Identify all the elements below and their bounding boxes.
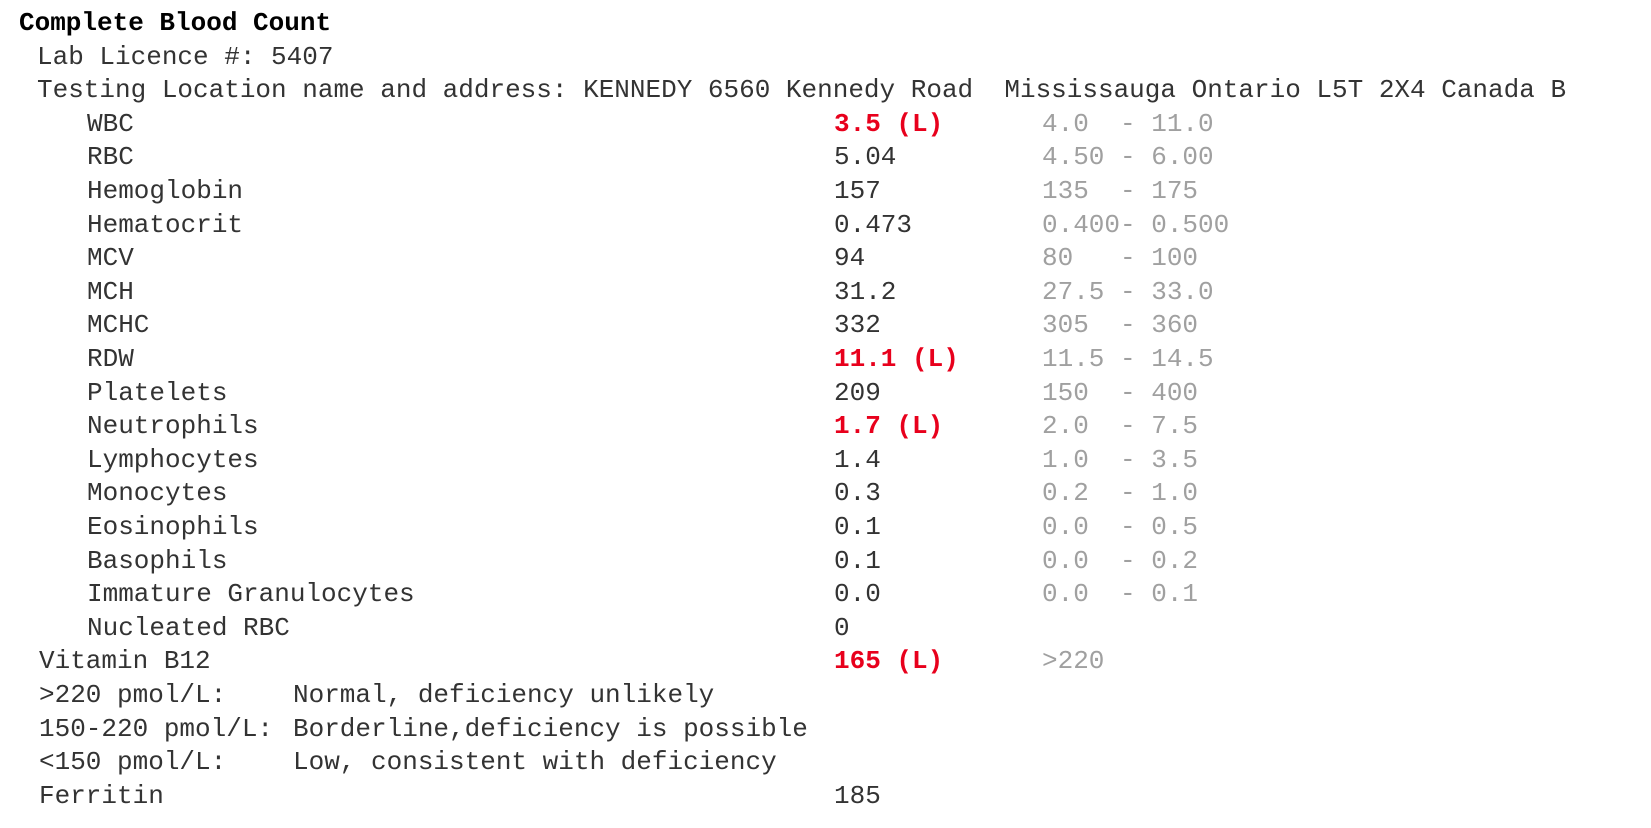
abnormal-flag: (L) — [896, 646, 944, 676]
reference-range: 27.5 - 33.0 — [1042, 277, 1214, 307]
test-value: 0.0 — [834, 579, 881, 609]
test-value: 31.2 — [834, 277, 896, 307]
reference-range: >220 — [1042, 646, 1105, 676]
note-text: Borderline,deficiency is possible — [293, 714, 808, 744]
value: 1.7 — [834, 411, 881, 441]
abnormal-flag: (L) — [896, 109, 944, 139]
testing-location: Testing Location name and address: KENNE… — [37, 75, 1567, 105]
note-label: >220 pmol/L: — [39, 680, 227, 710]
abnormal-flag: (L) — [896, 411, 944, 441]
reference-range: 135 - 175 — [1042, 176, 1199, 206]
reference-range: 305 - 360 — [1042, 310, 1199, 340]
test-name: Immature Granulocytes — [87, 579, 415, 609]
reference-range: 80 - 100 — [1042, 243, 1199, 273]
value: 11.1 — [834, 344, 897, 374]
test-name: WBC — [87, 109, 134, 139]
test-value: 0.473 — [834, 210, 912, 240]
test-value: 0.3 — [834, 478, 881, 508]
test-name: Eosinophils — [87, 512, 259, 542]
reference-range: 2.0 - 7.5 — [1042, 411, 1199, 441]
test-name: Hemoglobin — [87, 176, 244, 206]
abnormal-flag: (L) — [912, 344, 959, 374]
value: 0.473 — [834, 210, 913, 240]
report-title: Complete Blood Count — [19, 8, 332, 38]
test-value: 0.1 — [834, 546, 881, 576]
test-name: Basophils — [87, 546, 228, 576]
value: 94 — [834, 243, 866, 273]
test-value: 165 (L) — [834, 646, 943, 676]
value: 209 — [834, 378, 881, 408]
reference-range: 4.50 - 6.00 — [1042, 142, 1214, 172]
test-name: MCH — [87, 277, 134, 307]
test-value: 1.4 — [834, 445, 881, 475]
value: 185 — [834, 781, 881, 811]
value: 0 — [834, 613, 850, 643]
value: 0.0 — [834, 579, 881, 609]
value: 31.2 — [834, 277, 897, 307]
reference-range: 0.0 - 0.2 — [1042, 546, 1199, 576]
value: 0.3 — [834, 478, 881, 508]
test-name: MCV — [87, 243, 134, 273]
note-text: Normal, deficiency unlikely — [293, 680, 715, 710]
value: 0.1 — [834, 512, 881, 542]
test-value: 0 — [834, 613, 850, 643]
test-value: 3.5 (L) — [834, 109, 943, 139]
reference-range: 1.0 - 3.5 — [1042, 445, 1199, 475]
test-value: 332 — [834, 310, 881, 340]
test-value: 94 — [834, 243, 865, 273]
reference-range: 0.0 - 0.1 — [1042, 579, 1199, 609]
test-name: Nucleated RBC — [87, 613, 290, 643]
test-name: Platelets — [87, 378, 228, 408]
test-name: MCHC — [87, 310, 150, 340]
test-value: 5.04 — [834, 142, 896, 172]
test-value: 209 — [834, 378, 881, 408]
value: 5.04 — [834, 142, 897, 172]
test-name: Neutrophils — [87, 411, 259, 441]
test-value: 11.1 (L) — [834, 344, 959, 374]
note-text: Low, consistent with deficiency — [293, 747, 777, 777]
test-name: Hematocrit — [87, 210, 244, 240]
note-label: <150 pmol/L: — [39, 747, 227, 777]
test-name: Lymphocytes — [87, 445, 259, 475]
lab-licence: Lab Licence #: 5407 — [37, 42, 334, 72]
value: 165 — [834, 646, 881, 676]
reference-range: 0.400- 0.500 — [1042, 210, 1230, 240]
value: 332 — [834, 310, 881, 340]
reference-range: 150 - 400 — [1042, 378, 1199, 408]
test-value: 185 — [834, 781, 881, 811]
test-name: RBC — [87, 142, 134, 172]
test-name: Ferritin — [39, 781, 164, 811]
note-label: 150-220 pmol/L: — [39, 714, 274, 744]
test-value: 1.7 (L) — [834, 411, 943, 441]
test-name: Vitamin B12 — [39, 646, 211, 676]
reference-range: 0.0 - 0.5 — [1042, 512, 1199, 542]
value: 1.4 — [834, 445, 881, 475]
reference-range: 4.0 - 11.0 — [1042, 109, 1214, 139]
test-name: Monocytes — [87, 478, 228, 508]
value: 0.1 — [834, 546, 881, 576]
test-name: RDW — [87, 344, 134, 374]
value: 3.5 — [834, 109, 881, 139]
reference-range: 0.2 - 1.0 — [1042, 478, 1199, 508]
test-value: 0.1 — [834, 512, 881, 542]
value: 157 — [834, 176, 881, 206]
reference-range: 11.5 - 14.5 — [1042, 344, 1214, 374]
test-value: 157 — [834, 176, 881, 206]
